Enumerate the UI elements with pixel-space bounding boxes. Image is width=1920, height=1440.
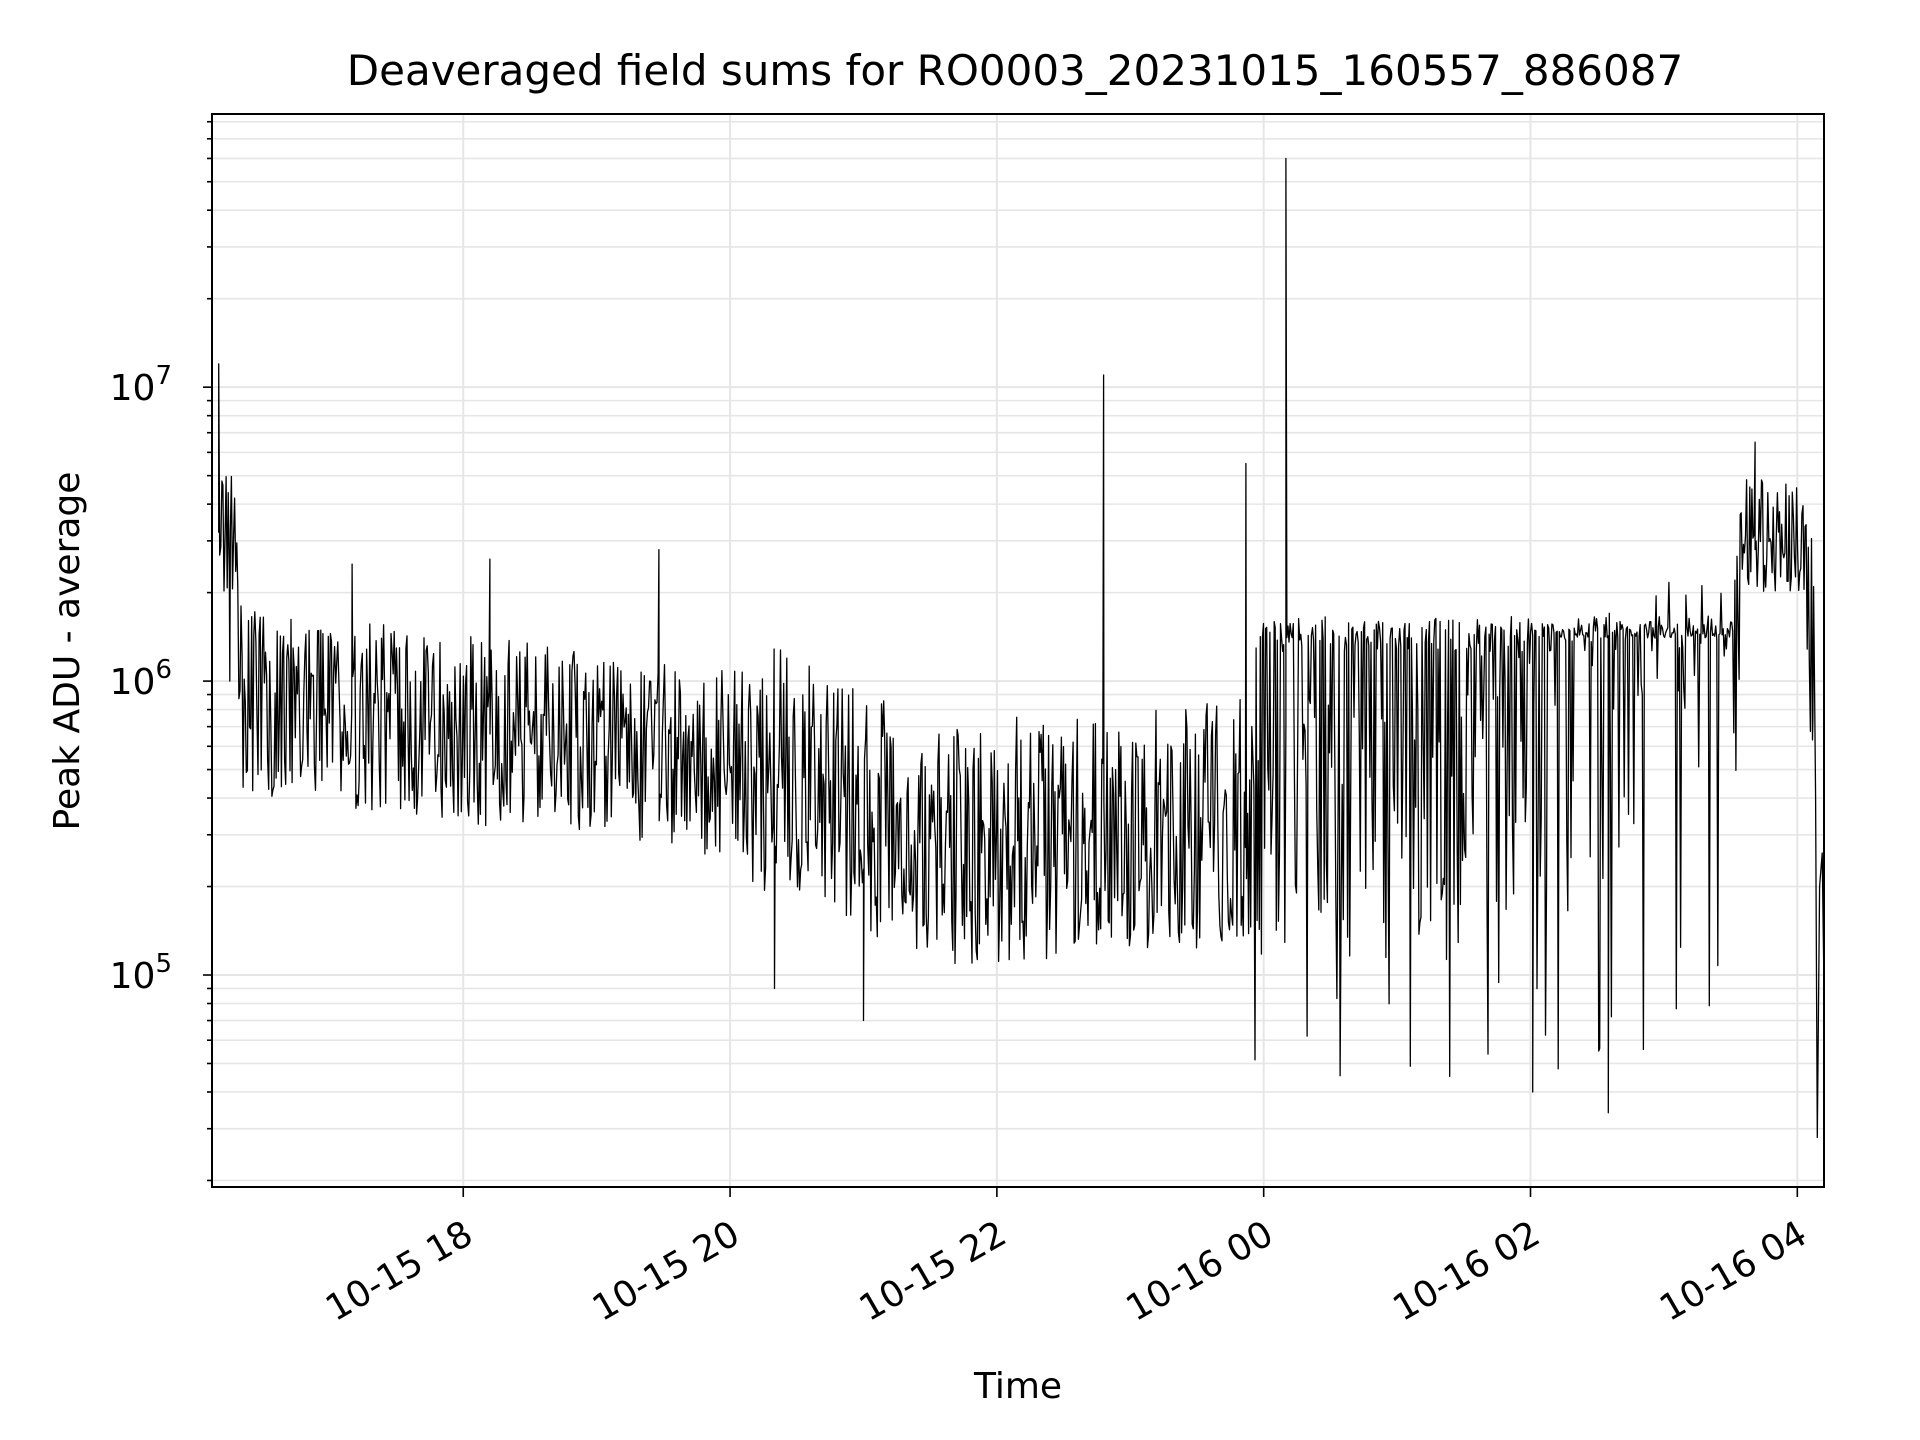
- y-tick-label: 106: [110, 655, 172, 703]
- plot-frame: [211, 113, 1825, 1188]
- y-tick-label: 107: [110, 361, 172, 409]
- y-axis-label: Peak ADU - average: [47, 472, 88, 831]
- y-tick-label: 105: [110, 949, 172, 997]
- chart-title: Deaveraged field sums for RO0003_2023101…: [347, 46, 1683, 95]
- series-line: [218, 157, 1825, 1139]
- x-axis-label: Time: [973, 1366, 1062, 1407]
